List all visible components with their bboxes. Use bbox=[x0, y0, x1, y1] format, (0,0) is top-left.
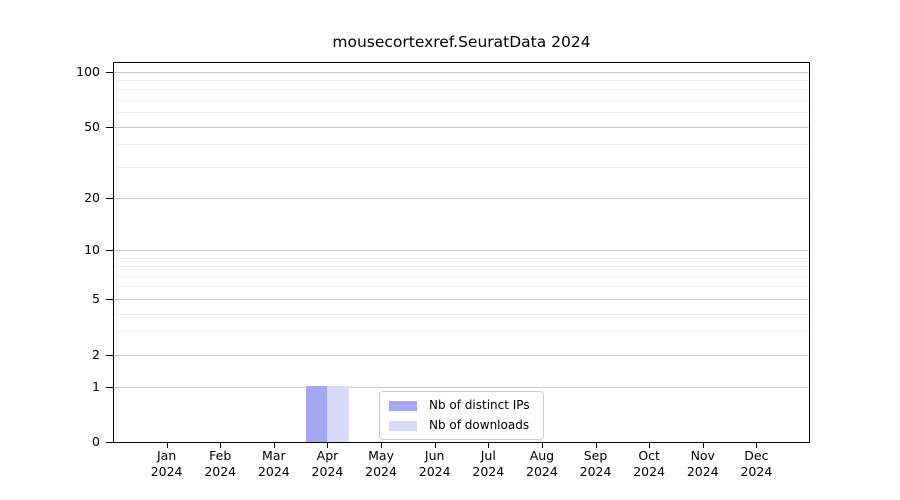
y-tick-label: 20 bbox=[84, 190, 100, 206]
y-tick-label: 50 bbox=[84, 118, 100, 134]
x-tick-label: May 2024 bbox=[365, 448, 397, 479]
x-tick-label: Sep 2024 bbox=[579, 448, 612, 479]
y-minor-gridline bbox=[114, 112, 809, 114]
bar-downloads bbox=[327, 386, 349, 442]
y-axis-tick bbox=[106, 354, 113, 356]
downloads-swatch-icon bbox=[389, 420, 417, 431]
y-major-gridline bbox=[114, 198, 809, 200]
legend-entry-distinct-ips: Nb of distinct IPs bbox=[389, 399, 534, 412]
y-tick-label: 1 bbox=[92, 379, 100, 395]
y-minor-gridline bbox=[114, 331, 809, 333]
x-tick-label: Oct 2024 bbox=[633, 448, 666, 479]
y-tick-label: 10 bbox=[84, 242, 100, 258]
y-major-gridline bbox=[114, 298, 809, 300]
y-minor-gridline bbox=[114, 313, 809, 315]
y-minor-gridline bbox=[114, 100, 809, 102]
x-axis-tick bbox=[756, 443, 758, 448]
y-minor-gridline bbox=[114, 275, 809, 277]
x-axis-tick bbox=[434, 443, 436, 448]
y-tick-label: 0 bbox=[92, 434, 100, 449]
x-tick-label: Feb 2024 bbox=[204, 448, 237, 479]
distinct-ips-swatch-icon bbox=[389, 400, 417, 411]
x-axis-tick bbox=[381, 443, 383, 448]
legend-label-downloads: Nb of downloads bbox=[429, 418, 530, 432]
bar-distinct-ips bbox=[306, 386, 328, 442]
y-tick-label: 5 bbox=[92, 290, 100, 306]
x-axis-tick bbox=[649, 443, 651, 448]
x-axis-tick bbox=[488, 443, 490, 448]
y-minor-gridline bbox=[114, 144, 809, 146]
x-axis-tick bbox=[327, 443, 329, 448]
y-axis-tick bbox=[106, 126, 113, 128]
x-axis-tick bbox=[220, 443, 222, 448]
y-major-gridline bbox=[114, 71, 809, 73]
x-tick-label: Mar 2024 bbox=[257, 448, 290, 479]
x-tick-label: Nov 2024 bbox=[686, 448, 719, 479]
plot-area bbox=[113, 62, 810, 443]
x-axis-tick bbox=[595, 443, 597, 448]
x-axis-tick bbox=[273, 443, 275, 448]
x-tick-label: Jan 2024 bbox=[150, 448, 183, 479]
y-minor-gridline bbox=[114, 266, 809, 268]
y-minor-gridline bbox=[114, 286, 809, 288]
legend-entry-downloads: Nb of downloads bbox=[389, 419, 534, 432]
legend: Nb of distinct IPs Nb of downloads bbox=[379, 391, 544, 440]
y-axis-tick bbox=[106, 71, 113, 73]
y-major-gridline bbox=[114, 354, 809, 356]
x-tick-label: Jun 2024 bbox=[418, 448, 451, 479]
y-axis-tick bbox=[106, 387, 113, 389]
y-axis-tick bbox=[106, 198, 113, 200]
x-axis-tick bbox=[166, 443, 168, 448]
chart-title: mousecortexref.SeuratData 2024 bbox=[332, 33, 591, 51]
x-tick-label: Jul 2024 bbox=[472, 448, 505, 479]
y-axis-tick bbox=[106, 250, 113, 252]
y-major-gridline bbox=[114, 126, 809, 128]
y-minor-gridline bbox=[114, 166, 809, 168]
x-tick-label: Apr 2024 bbox=[311, 448, 344, 479]
y-major-gridline bbox=[114, 387, 809, 389]
y-minor-gridline bbox=[114, 80, 809, 82]
y-minor-gridline bbox=[114, 89, 809, 91]
y-minor-gridline bbox=[114, 257, 809, 259]
x-axis-tick bbox=[541, 443, 543, 448]
legend-label-distinct-ips: Nb of distinct IPs bbox=[429, 398, 530, 412]
x-tick-label: Dec 2024 bbox=[740, 448, 773, 479]
y-tick-label: 100 bbox=[76, 63, 100, 79]
x-axis-tick bbox=[702, 443, 704, 448]
y-axis-tick bbox=[106, 442, 113, 443]
y-major-gridline bbox=[114, 250, 809, 252]
x-tick-label: Aug 2024 bbox=[526, 448, 558, 479]
y-axis-tick bbox=[106, 298, 113, 300]
y-tick-label: 2 bbox=[92, 346, 100, 362]
